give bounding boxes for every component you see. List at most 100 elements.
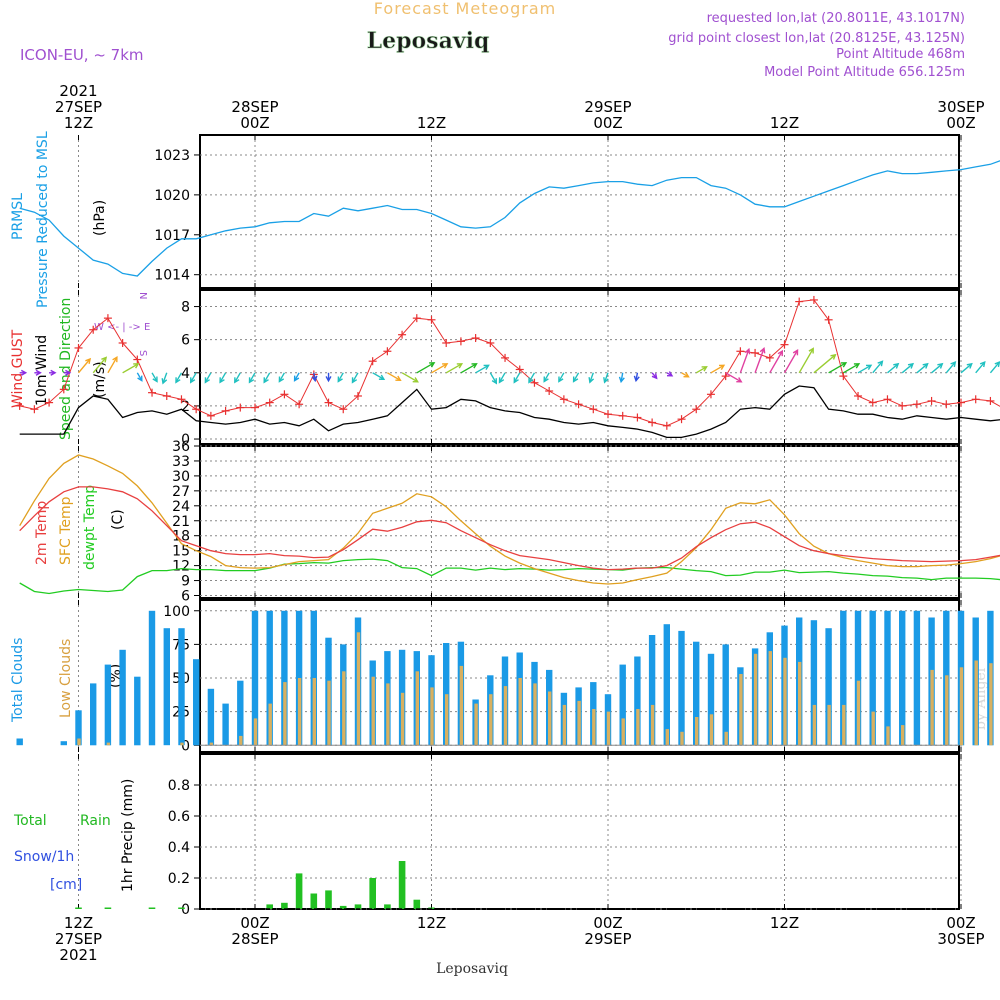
total-label: Total: [13, 813, 47, 829]
y-tick-label: 4: [181, 366, 190, 382]
wind-arrow: [887, 363, 899, 374]
bottom-axis-label: 00Z: [946, 914, 975, 932]
wind-arrow: [351, 372, 359, 383]
rain-bar: [148, 907, 156, 909]
low-cloud-bar: [930, 669, 934, 746]
rain-bar: [354, 904, 362, 909]
wind-arrow-head: [777, 349, 784, 357]
rain-bar: [75, 907, 82, 909]
total-cloud-bar: [104, 664, 112, 746]
total-cloud-bar: [90, 683, 97, 746]
wind-arrow-head: [429, 362, 436, 368]
low-cloud-bar: [827, 704, 831, 746]
low-cloud-bar: [209, 742, 214, 746]
low-cloud-bar: [253, 718, 258, 746]
y-tick-label: 8: [181, 300, 190, 316]
y-tick-label: 1017: [154, 228, 190, 244]
y-tick-label: 1014: [154, 268, 190, 284]
wind-arrow: [151, 372, 158, 382]
wind-arrow-head: [877, 360, 884, 367]
top-axis-label: 12Z: [770, 114, 799, 132]
wind-arrow-head: [311, 375, 318, 383]
y-tick-label: 21: [172, 514, 190, 530]
panel-frame: [199, 445, 960, 599]
precip-axis-label: 1hr Precip (mm): [120, 779, 136, 892]
low-cloud-bar: [592, 709, 596, 746]
low-cloud-bar: [312, 678, 316, 746]
low-cloud-bar: [386, 683, 390, 746]
y-tick-label: 0.6: [168, 809, 190, 825]
wind-arrow-head: [442, 363, 449, 369]
wind-arrow-head: [979, 360, 986, 368]
wind-arrow: [543, 372, 550, 382]
panel-frame: [199, 134, 960, 289]
wind-arrow: [513, 372, 521, 383]
bottom-axis-label: 00Z: [593, 914, 622, 932]
wind-arrow: [107, 356, 118, 374]
wind-arrow: [945, 361, 956, 374]
total-cloud-bar: [237, 680, 244, 746]
wind-arrow: [769, 350, 783, 374]
wind-arrow: [431, 363, 448, 374]
y-tick-label: 30: [172, 469, 190, 485]
wind-arrow-head: [50, 369, 57, 376]
bottom-axis-label: 2021: [59, 946, 97, 964]
wind-arrow: [387, 372, 401, 381]
wind-arrow-head: [633, 375, 640, 383]
low-cloud-bar: [959, 667, 964, 746]
wind-arrow: [798, 348, 814, 374]
snow-label: Snow/1h: [14, 849, 74, 865]
wind-arrow-head: [572, 376, 579, 383]
low-cloud-bar: [783, 657, 787, 746]
wind-arrow-head: [558, 376, 564, 383]
wind-arrow-head: [893, 362, 900, 369]
top-axis-label: 2021: [59, 82, 97, 100]
wind-arrow: [710, 364, 725, 374]
total-cloud-bar: [869, 610, 876, 746]
low-cloud-bar: [753, 653, 758, 746]
wind-arrow: [337, 372, 344, 382]
wind-arrow-head: [701, 366, 708, 372]
low-cloud-bar: [239, 735, 243, 746]
cm-label: [cm]: [50, 877, 82, 893]
wind-arrow: [872, 360, 883, 374]
top-axis-label: 00Z: [946, 114, 975, 132]
wind-arrow-head: [491, 378, 498, 385]
wind-arrow-head: [189, 377, 196, 384]
low-cloud-bar: [518, 678, 522, 746]
top-axis-label: 29SEP: [584, 98, 631, 116]
wind-arrow-head: [112, 355, 118, 363]
y-tick-label: 0: [181, 738, 190, 754]
wind-arrow: [901, 363, 914, 374]
rain-bar: [266, 904, 273, 909]
wind-arrow-head: [651, 373, 658, 380]
low-cloud-bar: [548, 691, 552, 746]
temp2m-label: 2m Temp: [34, 501, 50, 565]
bottom-axis-label: 12Z: [770, 914, 799, 932]
wind-arrow-head: [937, 362, 944, 369]
wind10m-line: [19, 385, 1000, 439]
bottom-axis-label: 00Z: [240, 914, 269, 932]
top-axis-label: 12Z: [417, 114, 446, 132]
product-title: Forecast Meteogram: [374, 0, 556, 18]
wind-arrow-head: [603, 377, 609, 384]
wind-arrow: [842, 363, 860, 374]
grid-coords: grid point closest lon,lat (20.8125E, 43…: [668, 31, 965, 46]
wind-arrow: [695, 366, 707, 374]
wind-arrow-head: [65, 369, 72, 376]
wind-arrow-head: [853, 363, 861, 369]
wind-arrow: [475, 364, 489, 374]
y-tick-label: 0: [181, 902, 190, 918]
wind-arrow: [813, 354, 836, 374]
top-axis-label: 12Z: [64, 114, 93, 132]
total-cloud-bar: [16, 738, 23, 746]
wind-arrow-head: [966, 362, 973, 369]
total-cloud-bar: [119, 649, 126, 746]
wind-arrow-head: [683, 372, 690, 378]
total-cloud-bar: [163, 628, 170, 746]
low-cloud-bar: [77, 738, 81, 746]
wind-arrow-head: [378, 374, 386, 381]
y-tick-label: 27: [172, 484, 190, 500]
wind-arrow: [754, 348, 765, 374]
